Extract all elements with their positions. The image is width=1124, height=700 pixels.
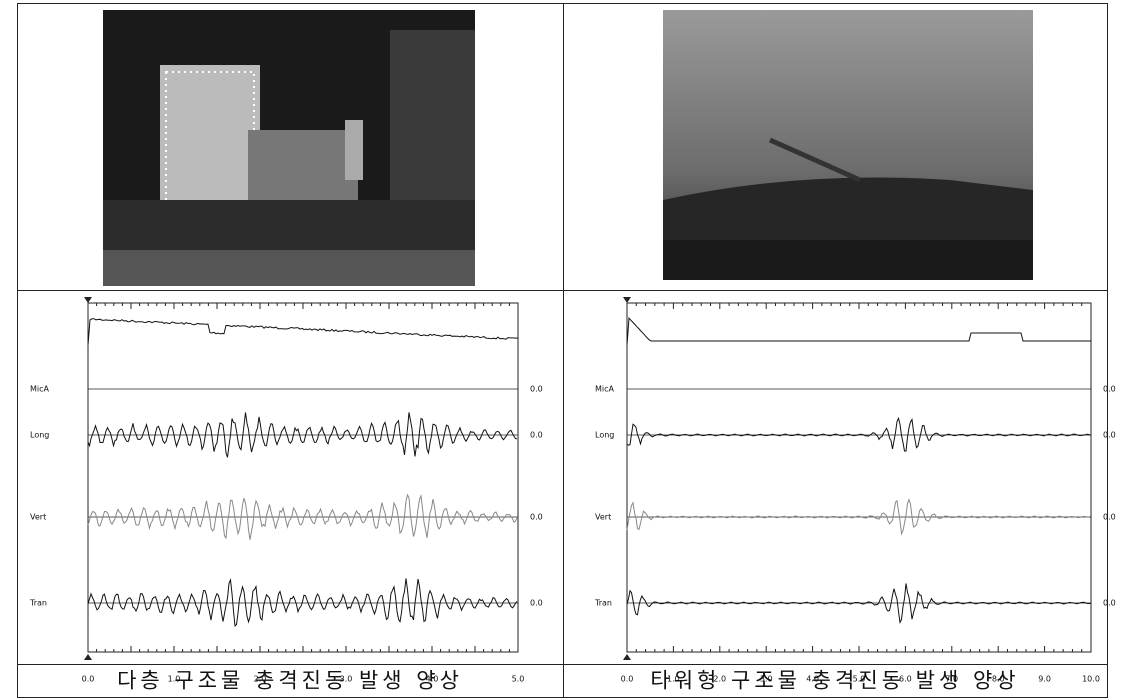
waveform: [626, 498, 1091, 536]
waveform: [626, 416, 1091, 452]
zero-label: 0.0: [1103, 599, 1116, 608]
x-tick-label: 5.0: [512, 675, 525, 684]
photo-right: [663, 10, 1033, 280]
x-tick-label: 5.0: [853, 675, 866, 684]
x-tick-label: 0.0: [621, 675, 634, 684]
waveform: [87, 412, 518, 458]
trigger-marker: [84, 297, 92, 303]
table-grid: [17, 3, 1108, 698]
channel-label: Tran: [29, 599, 47, 608]
waveform: [626, 583, 1091, 624]
photo-left: [103, 10, 475, 286]
trigger-marker: [84, 654, 92, 660]
x-tick-label: 3.0: [760, 675, 773, 684]
caption: 다층 구조물 충격진동 발생 양상: [117, 669, 463, 693]
plot-frame: [626, 302, 1092, 653]
x-tick-label: 1.0: [168, 675, 181, 684]
waveform: [626, 317, 1091, 346]
x-tick-label: 9.0: [1038, 675, 1051, 684]
zero-label: 0.0: [1103, 385, 1116, 394]
channel-label: Vert: [30, 513, 46, 522]
channel-label: Long: [30, 431, 49, 440]
x-tick-label: 2.0: [713, 675, 726, 684]
x-tick-label: 7.0: [945, 675, 958, 684]
x-tick-label: 2.0: [254, 675, 267, 684]
caption: 타워형 구조물 충격진동 발생 양상: [650, 669, 1019, 693]
waveform: [87, 493, 518, 540]
channel-label: Vert: [595, 513, 611, 522]
waveform: [87, 318, 519, 346]
channel-label: MicA: [595, 385, 615, 394]
x-tick-label: 4.0: [426, 675, 439, 684]
waveform: [87, 577, 518, 627]
zero-label: 0.0: [1103, 431, 1116, 440]
x-tick-label: 4.0: [806, 675, 819, 684]
zero-label: 0.0: [530, 431, 543, 440]
zero-label: 0.0: [530, 513, 543, 522]
trigger-marker: [623, 654, 631, 660]
zero-label: 0.0: [530, 599, 543, 608]
x-tick-label: 3.0: [340, 675, 353, 684]
x-tick-label: 8.0: [992, 675, 1005, 684]
channel-label: Long: [595, 431, 614, 440]
x-tick-label: 6.0: [899, 675, 912, 684]
zero-label: 0.0: [530, 385, 543, 394]
x-tick-label: 0.0: [82, 675, 95, 684]
trigger-marker: [623, 297, 631, 303]
x-tick-label: 10.0: [1082, 675, 1100, 684]
zero-label: 0.0: [1103, 513, 1116, 522]
channel-label: MicA: [30, 385, 50, 394]
x-tick-label: 1.0: [667, 675, 680, 684]
channel-label: Tran: [594, 599, 612, 608]
